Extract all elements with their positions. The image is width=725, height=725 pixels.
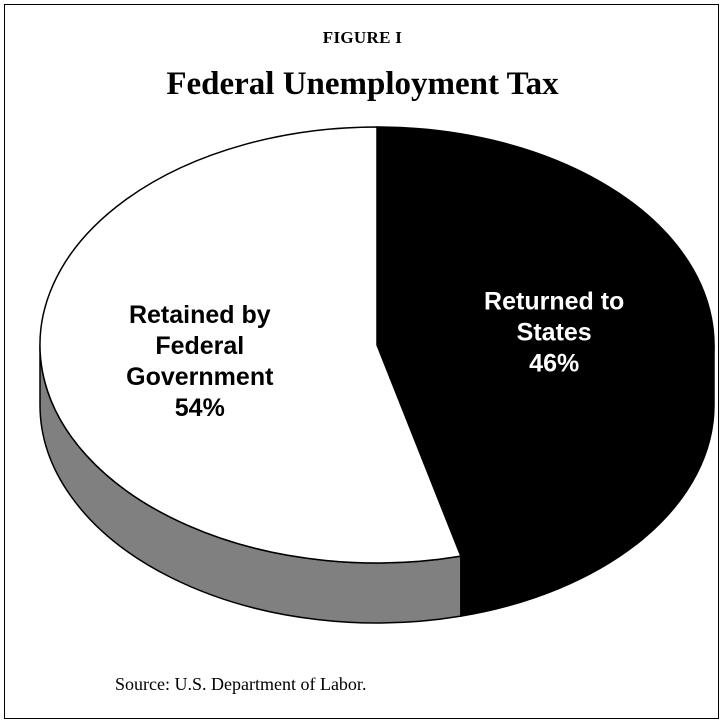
pie-label-line: States <box>517 319 592 347</box>
pie-labels: Returned to States 46% Retained by Federal Go… <box>126 288 624 423</box>
pie-slice-0 <box>376 126 715 557</box>
pie-label-line: 46% <box>529 350 579 378</box>
pie-label-1: Retained by Federal Government 54% <box>126 301 274 422</box>
pie-label-0: Returned to States 46% <box>484 288 624 378</box>
pie-label-line: 54% <box>175 394 225 422</box>
pie-label-line: Government <box>126 363 274 391</box>
pie-label-line: Retained by <box>129 301 271 329</box>
pie-label-line: Returned to <box>484 288 624 316</box>
figure-label: FIGURE I <box>322 28 403 47</box>
pie-slices <box>39 126 715 564</box>
pie-slice-1 <box>39 126 462 564</box>
chart-title: Federal Unemployment Tax <box>166 66 559 102</box>
pie-label-line: Federal <box>155 332 244 360</box>
source-note: Source: U.S. Department of Labor. <box>115 674 367 694</box>
